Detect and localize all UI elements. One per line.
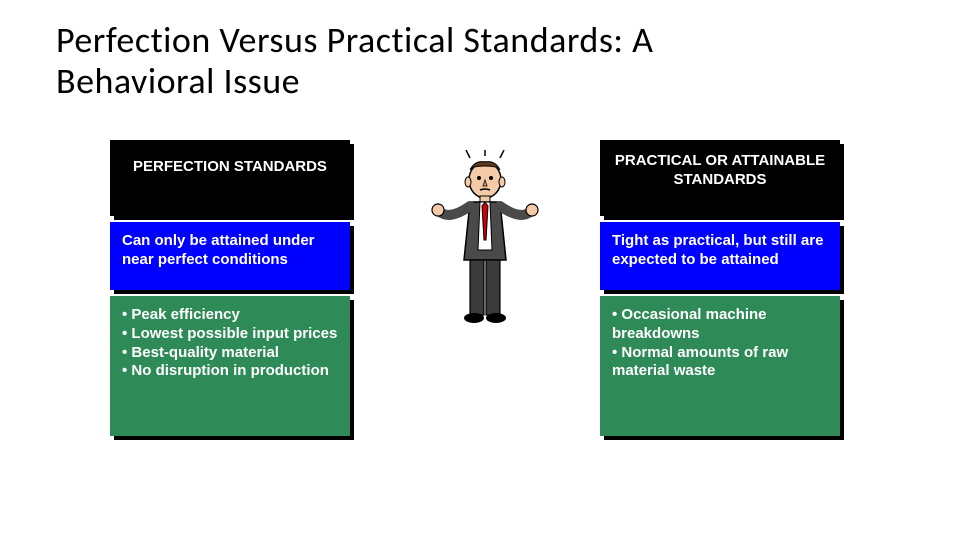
left-header-box: PERFECTION STANDARDS [110, 140, 350, 216]
left-column: PERFECTION STANDARDS Can only be attaine… [110, 140, 350, 442]
left-header-panel: PERFECTION STANDARDS [110, 140, 350, 216]
right-mid-box: Tight as practical, but still are expect… [600, 222, 840, 290]
bullet-item: Best-quality material [122, 344, 338, 363]
bullet-item: Lowest possible input prices [122, 325, 338, 344]
left-bullet-list: Peak efficiencyLowest possible input pri… [122, 306, 338, 381]
bullet-item: No disruption in production [122, 362, 338, 381]
right-mid-panel: Tight as practical, but still are expect… [600, 222, 840, 290]
bullet-item: Occasional machine breakdowns [612, 306, 828, 344]
page-title: Perfection Versus Practical Standards: A… [56, 20, 654, 103]
left-mid-box: Can only be attained under near perfect … [110, 222, 350, 290]
right-header-box: PRACTICAL OR ATTAINABLE STANDARDS [600, 140, 840, 216]
left-bottom-box: Peak efficiencyLowest possible input pri… [110, 296, 350, 436]
bullet-item: Peak efficiency [122, 306, 338, 325]
right-bottom-box: Occasional machine breakdownsNormal amou… [600, 296, 840, 436]
right-header-panel: PRACTICAL OR ATTAINABLE STANDARDS [600, 140, 840, 216]
left-bottom-panel: Peak efficiencyLowest possible input pri… [110, 296, 350, 436]
left-mid-panel: Can only be attained under near perfect … [110, 222, 350, 290]
person-illustration [430, 150, 540, 350]
bullet-item: Normal amounts of raw material waste [612, 344, 828, 382]
right-bullet-list: Occasional machine breakdownsNormal amou… [612, 306, 828, 381]
right-column: PRACTICAL OR ATTAINABLE STANDARDS Tight … [600, 140, 840, 442]
right-bottom-panel: Occasional machine breakdownsNormal amou… [600, 296, 840, 436]
